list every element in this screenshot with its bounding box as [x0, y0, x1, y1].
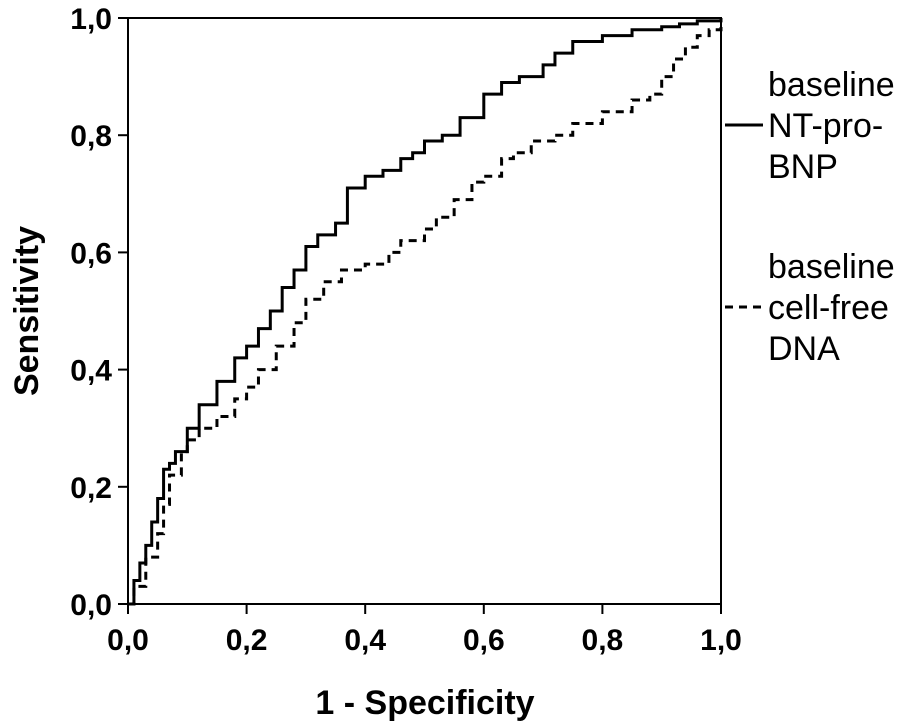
- x-tick-label: 0,2: [226, 624, 268, 657]
- y-tick-label: 0,4: [70, 355, 112, 388]
- legend-label: DNA: [768, 330, 840, 368]
- y-tick-label: 0,0: [70, 589, 112, 622]
- legend-label: BNP: [768, 148, 838, 186]
- x-tick-label: 1,0: [700, 624, 742, 657]
- x-axis: 0,0 0,2 0,4 0,6 0,8 1,0: [107, 604, 742, 657]
- plot-frame: [127, 17, 722, 605]
- y-tick-label: 0,8: [70, 120, 112, 153]
- x-tick-label: 0,8: [582, 624, 624, 657]
- y-axis-label: Sensitivity: [8, 226, 46, 396]
- x-tick-label: 0,4: [344, 624, 386, 657]
- y-axis: 0,0 0,2 0,4 0,6 0,8 1,0: [70, 3, 128, 622]
- legend-label: baseline: [768, 66, 895, 104]
- legend-label: baseline: [768, 248, 895, 286]
- legend-label: cell-free: [768, 289, 889, 327]
- nt-pro-bnp-line: [128, 18, 723, 606]
- cell-free-dna-line: [128, 23, 723, 606]
- y-tick-label: 0,2: [70, 472, 112, 505]
- x-tick-label: 0,6: [463, 624, 505, 657]
- x-tick-label: 0,0: [107, 624, 149, 657]
- x-axis-label: 1 - Specificity: [315, 684, 534, 722]
- y-tick-label: 1,0: [70, 3, 112, 36]
- y-tick-label: 0,6: [70, 237, 112, 270]
- legend-label: NT-pro-: [768, 107, 883, 145]
